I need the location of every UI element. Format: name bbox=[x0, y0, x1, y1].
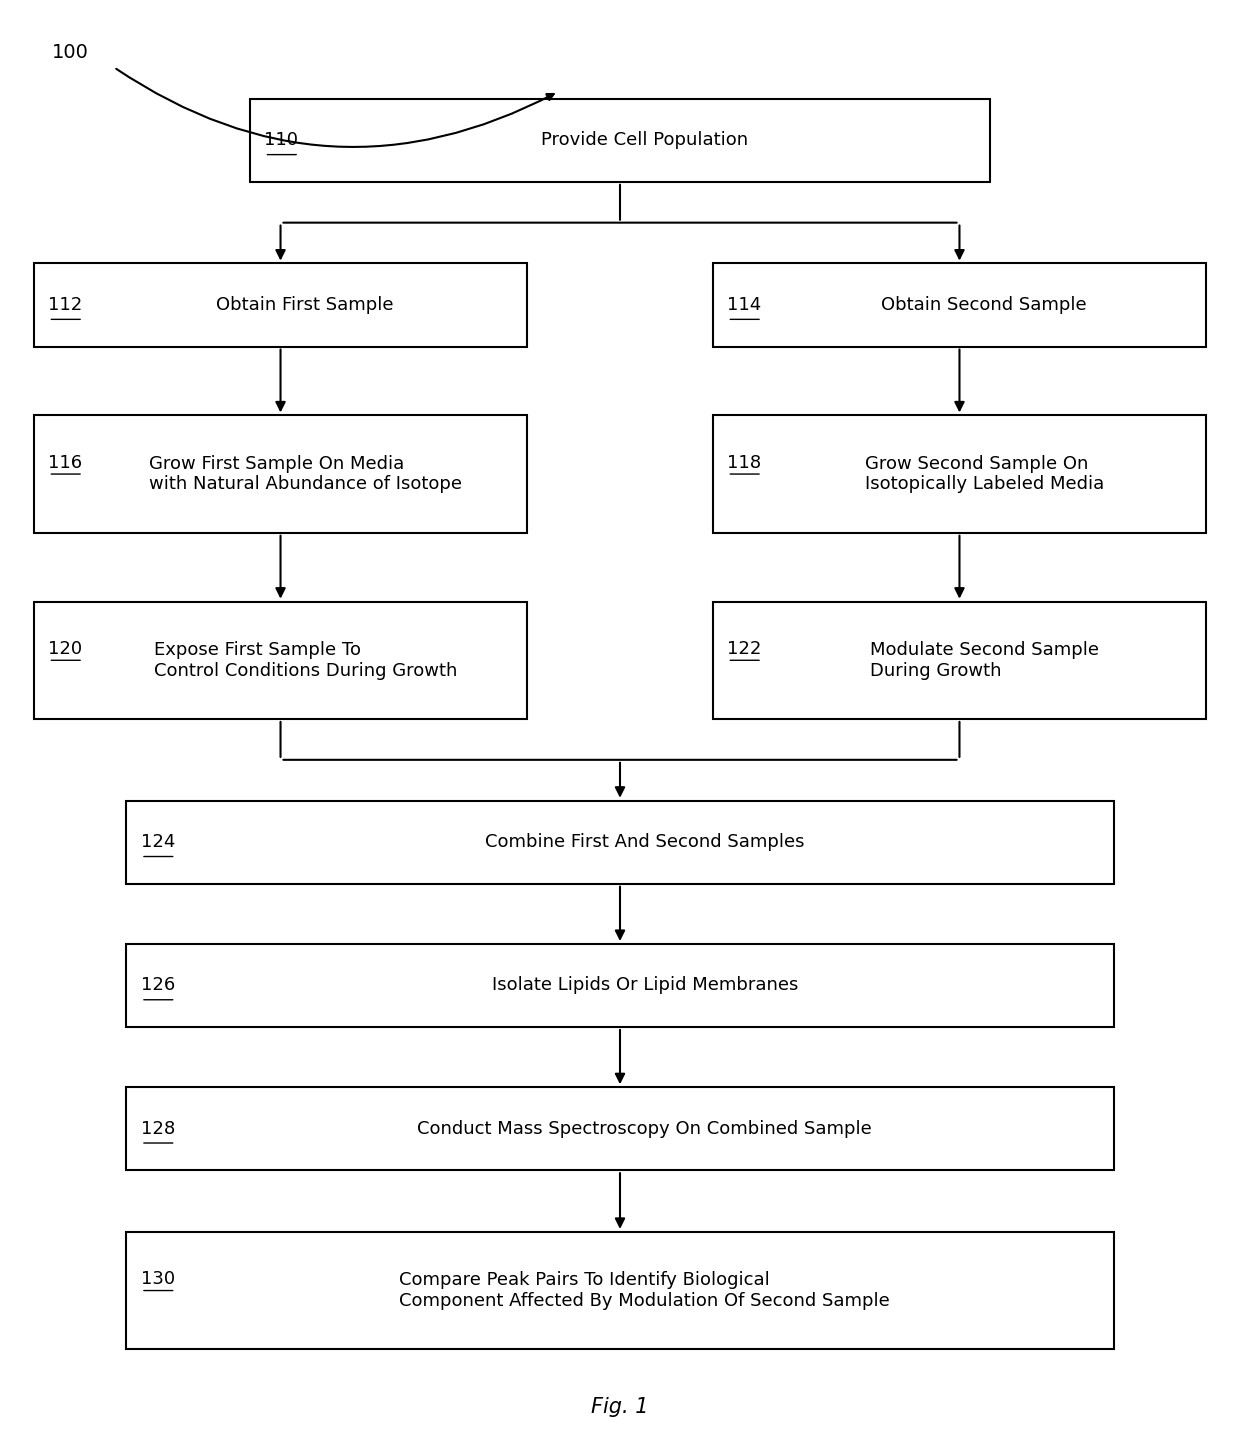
Text: 126: 126 bbox=[141, 976, 175, 995]
Text: Expose First Sample To
Control Conditions During Growth: Expose First Sample To Control Condition… bbox=[154, 641, 456, 680]
Text: 122: 122 bbox=[728, 640, 761, 657]
FancyBboxPatch shape bbox=[713, 416, 1207, 533]
Text: Provide Cell Population: Provide Cell Population bbox=[541, 131, 748, 150]
FancyBboxPatch shape bbox=[249, 99, 991, 181]
FancyBboxPatch shape bbox=[713, 263, 1207, 347]
Text: Isolate Lipids Or Lipid Membranes: Isolate Lipids Or Lipid Membranes bbox=[491, 976, 797, 995]
FancyBboxPatch shape bbox=[126, 801, 1114, 884]
Text: 124: 124 bbox=[141, 833, 175, 851]
Text: Obtain First Sample: Obtain First Sample bbox=[217, 296, 394, 313]
Text: Fig. 1: Fig. 1 bbox=[591, 1396, 649, 1416]
Text: Grow Second Sample On
Isotopically Labeled Media: Grow Second Sample On Isotopically Label… bbox=[864, 454, 1104, 493]
Text: 118: 118 bbox=[728, 453, 761, 472]
Text: Modulate Second Sample
During Growth: Modulate Second Sample During Growth bbox=[869, 641, 1099, 680]
FancyBboxPatch shape bbox=[126, 943, 1114, 1027]
FancyBboxPatch shape bbox=[713, 601, 1207, 719]
Text: Obtain Second Sample: Obtain Second Sample bbox=[882, 296, 1087, 313]
FancyBboxPatch shape bbox=[33, 263, 527, 347]
Text: 120: 120 bbox=[48, 640, 83, 657]
Text: Compare Peak Pairs To Identify Biological
Component Affected By Modulation Of Se: Compare Peak Pairs To Identify Biologica… bbox=[399, 1271, 890, 1310]
Text: 128: 128 bbox=[141, 1120, 175, 1137]
Text: 110: 110 bbox=[264, 131, 299, 150]
FancyBboxPatch shape bbox=[126, 1087, 1114, 1171]
Text: Combine First And Second Samples: Combine First And Second Samples bbox=[485, 833, 805, 851]
Text: 112: 112 bbox=[48, 296, 83, 313]
Text: 114: 114 bbox=[728, 296, 761, 313]
Text: 130: 130 bbox=[141, 1270, 175, 1288]
Text: 116: 116 bbox=[48, 453, 83, 472]
FancyBboxPatch shape bbox=[33, 416, 527, 533]
Text: Grow First Sample On Media
with Natural Abundance of Isotope: Grow First Sample On Media with Natural … bbox=[149, 454, 461, 493]
FancyBboxPatch shape bbox=[33, 601, 527, 719]
FancyBboxPatch shape bbox=[126, 1232, 1114, 1349]
Text: Conduct Mass Spectroscopy On Combined Sample: Conduct Mass Spectroscopy On Combined Sa… bbox=[418, 1120, 872, 1137]
Text: 100: 100 bbox=[52, 43, 89, 62]
